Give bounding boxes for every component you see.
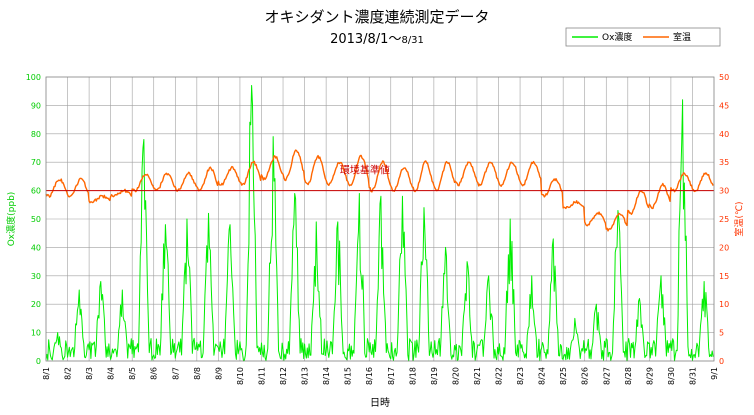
x-tick-label: 8/16 — [365, 367, 374, 385]
y-left-tick-label: 70 — [31, 158, 41, 167]
x-tick-label: 8/2 — [64, 367, 73, 380]
y-axis-right-ticks: 0 5 10 15 20 25 30 35 40 45 50 — [719, 73, 729, 366]
x-tick-label: 8/23 — [516, 367, 525, 385]
x-tick-label: 8/8 — [193, 367, 202, 380]
x-tick-label: 8/9 — [214, 367, 223, 380]
y-right-tick-label: 40 — [719, 130, 729, 139]
x-tick-label: 8/5 — [128, 367, 137, 380]
y-left-tick-label: 80 — [31, 130, 41, 139]
y-left-tick-label: 60 — [31, 187, 41, 196]
x-tick-label: 8/31 — [688, 367, 697, 385]
x-tick-label: 8/29 — [645, 367, 654, 385]
x-tick-label: 8/27 — [602, 367, 611, 385]
x-tick-label: 8/13 — [301, 367, 310, 385]
y-right-tick-label: 25 — [719, 215, 729, 224]
y-axis-right-label: 室温(℃) — [733, 201, 745, 236]
y-left-tick-label: 10 — [31, 329, 41, 338]
y-axis-left-ticks: 0 10 20 30 40 50 60 70 80 90 100 — [26, 73, 41, 366]
y-left-tick-label: 30 — [31, 272, 41, 281]
y-left-tick-label: 100 — [26, 73, 41, 82]
x-tick-label: 8/11 — [257, 367, 266, 385]
x-tick-label: 8/24 — [538, 367, 547, 385]
y-right-tick-label: 0 — [719, 357, 724, 366]
x-tick-label: 8/25 — [559, 367, 568, 385]
y-axis-left-label: Ox濃度(ppb) — [5, 192, 17, 247]
legend-label-temp: 室温 — [673, 31, 691, 43]
x-tick-label: 8/12 — [279, 367, 288, 385]
x-tick-label: 8/4 — [107, 367, 116, 380]
x-tick-label: 9/1 — [710, 367, 719, 380]
x-tick-label: 8/21 — [473, 367, 482, 385]
x-tick-label: 8/22 — [495, 367, 504, 385]
y-right-tick-label: 30 — [719, 187, 729, 196]
series-ox-line — [45, 85, 714, 362]
y-left-tick-label: 0 — [36, 357, 41, 366]
chart-subtitle-small: 8/31 — [401, 35, 423, 46]
plot-frame — [45, 76, 715, 362]
y-left-tick-label: 20 — [31, 300, 41, 309]
x-axis-ticks: 8/1 8/2 8/3 8/4 8/5 8/6 8/7 8/8 8/9 8/10 8/11 8/12 8… — [42, 367, 719, 385]
legend-label-ox: Ox濃度 — [602, 31, 632, 43]
series-temp-line — [45, 149, 714, 232]
y-right-tick-label: 50 — [719, 73, 729, 82]
reference-line-label: 環境基準値 — [340, 164, 390, 177]
x-tick-label: 8/14 — [322, 367, 331, 385]
legend: Ox濃度 室温 — [565, 27, 721, 47]
chart-title: オキシダント濃度連続測定データ — [264, 8, 489, 26]
y-right-tick-label: 15 — [719, 272, 729, 281]
chart-subtitle-main: 2013/8/1～ — [330, 32, 401, 47]
x-tick-label: 8/18 — [408, 367, 417, 385]
x-tick-label: 8/28 — [624, 367, 633, 385]
x-tick-label: 8/3 — [85, 367, 94, 380]
x-tick-label: 8/20 — [451, 367, 460, 385]
y-right-tick-label: 35 — [719, 158, 729, 167]
x-tick-label: 8/17 — [387, 367, 396, 385]
y-left-tick-label: 50 — [31, 215, 41, 224]
x-tick-label: 8/7 — [171, 367, 180, 380]
y-right-tick-label: 10 — [719, 300, 729, 309]
x-axis-label: 日時 — [370, 397, 390, 409]
y-right-tick-label: 20 — [719, 243, 729, 252]
x-tick-label: 8/15 — [344, 367, 353, 385]
y-right-tick-label: 45 — [719, 101, 729, 110]
y-right-tick-label: 5 — [719, 329, 724, 338]
x-tick-label: 8/26 — [581, 367, 590, 385]
x-tick-label: 8/30 — [667, 367, 676, 385]
x-tick-label: 8/10 — [236, 367, 245, 385]
y-left-tick-label: 90 — [31, 101, 41, 110]
x-tick-label: 8/6 — [150, 367, 159, 380]
x-tick-label: 8/19 — [430, 367, 439, 385]
y-left-tick-label: 40 — [31, 243, 41, 252]
chart-subtitle: 2013/8/1～8/31 — [330, 32, 424, 47]
x-tick-label: 8/1 — [42, 367, 51, 380]
